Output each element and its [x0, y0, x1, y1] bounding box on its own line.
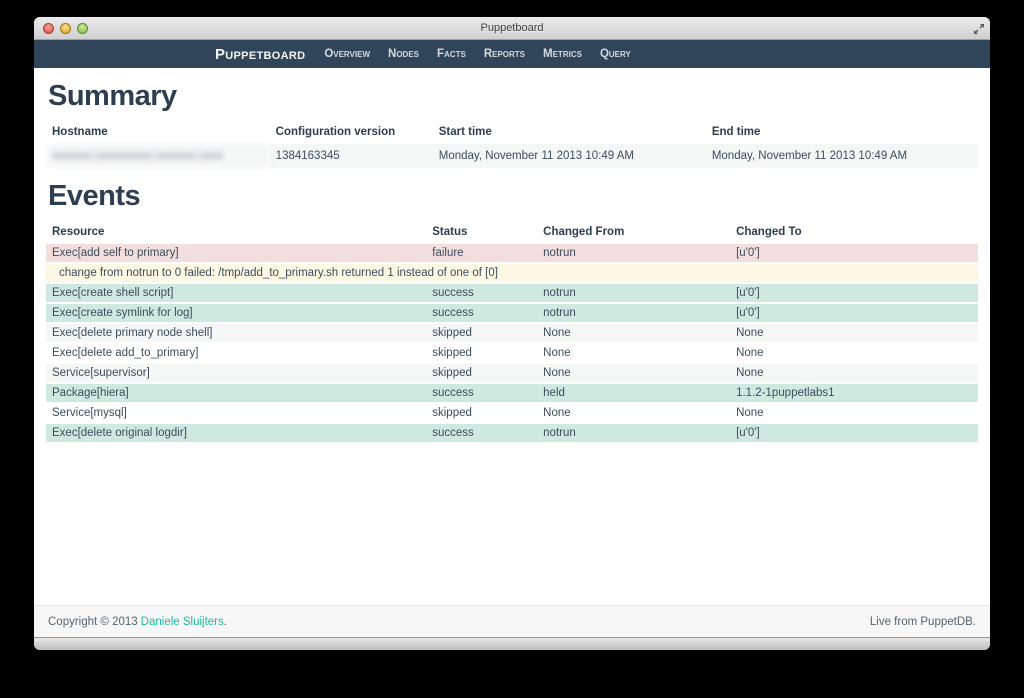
summary-table-body: xxxxxxx.xxxxxxxxxx.xxxxxxx.xxxx 138416334… [46, 142, 978, 168]
table-cell: None [730, 342, 978, 363]
table-cell: notrun [537, 422, 731, 442]
column-header-changed-from: Changed From [537, 222, 731, 244]
close-button[interactable] [43, 23, 54, 34]
table-row: Service[mysql] skipped None None [46, 402, 978, 423]
copyright-text: Copyright © 2013 Daniele Sluijters. [48, 616, 227, 628]
table-cell: [u'0'] [730, 302, 978, 323]
table-cell: held [537, 382, 731, 403]
nav-menu: Overview Nodes Facts Reports Metrics Que… [315, 40, 640, 68]
column-header-changed-to: Changed To [730, 222, 978, 244]
table-cell: skipped [426, 322, 538, 343]
column-header-resource: Resource [46, 222, 427, 244]
table-cell: None [537, 322, 731, 343]
table-cell: Monday, November 11 2013 10:49 AM [432, 142, 706, 168]
nav-item-facts[interactable]: Facts [437, 48, 466, 60]
table-row: Exec[delete original logdir] success notru… [46, 422, 978, 442]
table-row: Exec[add self to primary] failure notrun [u… [46, 242, 978, 263]
table-cell: success [426, 382, 538, 403]
table-cell: [u'0'] [730, 282, 978, 303]
traffic-lights [43, 23, 88, 34]
table-cell: Exec[delete primary node shell] [46, 322, 427, 343]
table-cell: skipped [426, 362, 538, 383]
table-row: Package[hiera] success held 1.1.2-1puppetla… [46, 382, 978, 403]
table-cell: Exec[add self to primary] [46, 242, 427, 263]
table-cell: None [730, 322, 978, 343]
table-row: Exec[create shell script] success notrun [u… [46, 282, 978, 303]
table-cell: 1.1.2-1puppetlabs1 [730, 382, 978, 403]
navbar: Puppetboard Overview Nodes Facts Reports… [34, 40, 990, 68]
table-cell: skipped [426, 342, 538, 363]
footer: Copyright © 2013 Daniele Sluijters. Live … [34, 605, 990, 637]
summary-header-row: Hostname Configuration version Start tim… [46, 122, 978, 144]
window-bottom-chrome [34, 637, 990, 650]
table-cell: change from notrun to 0 failed: /tmp/add… [46, 262, 978, 283]
table-cell: None [730, 362, 978, 383]
copyright-prefix: Copyright © 2013 [48, 615, 138, 628]
author-link[interactable]: Daniele Sluijters [140, 615, 224, 628]
table-cell: [u'0'] [730, 242, 978, 263]
table-cell: None [537, 342, 731, 363]
column-header-config-version: Configuration version [269, 122, 433, 144]
column-header-hostname: Hostname [46, 122, 270, 144]
column-header-start-time: Start time [432, 122, 706, 144]
table-row: Exec[delete primary node shell] skipped No… [46, 322, 978, 343]
nav-item-query[interactable]: Query [599, 48, 631, 60]
nav-item-nodes[interactable]: Nodes [388, 48, 419, 60]
nav-item-overview[interactable]: Overview [324, 48, 371, 60]
minimize-button[interactable] [60, 23, 71, 34]
table-row: Service[supervisor] skipped None None [46, 362, 978, 383]
summary-heading: Summary [48, 80, 177, 112]
table-cell: 1384163345 [269, 142, 433, 168]
table-cell: None [537, 402, 731, 423]
table-row: change from notrun to 0 failed: /tmp/add… [46, 262, 978, 283]
app-window: Puppetboard Puppetboard Overview Nodes F… [34, 17, 990, 650]
table-cell: Service[mysql] [46, 402, 427, 423]
table-cell: notrun [537, 282, 731, 303]
table-cell: Package[hiera] [46, 382, 427, 403]
table-cell: success [426, 282, 538, 303]
table-cell: Exec[delete original logdir] [46, 422, 427, 442]
window-title: Puppetboard [480, 22, 544, 34]
table-cell: [u'0'] [730, 422, 978, 442]
zoom-button[interactable] [77, 23, 88, 34]
page-content: Summary Hostname Configuration version S… [34, 68, 990, 605]
copyright-suffix: . [223, 615, 227, 628]
table-cell: notrun [537, 302, 731, 323]
brand-link[interactable]: Puppetboard [215, 45, 306, 63]
table-cell: notrun [537, 242, 731, 263]
window-titlebar[interactable]: Puppetboard [34, 17, 990, 40]
nav-item-metrics[interactable]: Metrics [543, 48, 582, 60]
column-header-end-time: End time [705, 122, 978, 144]
table-cell: Service[supervisor] [46, 362, 427, 383]
table-cell: Monday, November 11 2013 10:49 AM [705, 142, 978, 168]
table-cell: Exec[create shell script] [46, 282, 427, 303]
column-header-status: Status [426, 222, 538, 244]
events-header-row: Resource Status Changed From Changed To [46, 222, 978, 244]
events-table: Resource Status Changed From Changed To … [46, 222, 978, 442]
events-table-body: Exec[add self to primary] failure notrun [u… [46, 242, 978, 442]
table-cell: failure [426, 242, 538, 263]
table-cell: Exec[create symlink for log] [46, 302, 427, 323]
events-heading: Events [48, 180, 141, 212]
table-cell: xxxxxxx.xxxxxxxxxx.xxxxxxx.xxxx [46, 142, 270, 168]
table-cell: success [426, 302, 538, 323]
fullscreen-icon[interactable] [973, 22, 985, 34]
table-cell: None [730, 402, 978, 423]
table-cell: success [426, 422, 538, 442]
nav-item-reports[interactable]: Reports [483, 48, 526, 60]
table-cell: Exec[delete add_to_primary] [46, 342, 427, 363]
table-row: Exec[delete add_to_primary] skipped None No… [46, 342, 978, 363]
puppetdb-status-text: Live from PuppetDB. [869, 615, 976, 628]
table-row: Exec[create symlink for log] success notru… [46, 302, 978, 323]
table-cell: None [537, 362, 731, 383]
table-cell: skipped [426, 402, 538, 423]
table-row: xxxxxxx.xxxxxxxxxx.xxxxxxx.xxxx 138416334… [46, 142, 978, 168]
summary-table: Hostname Configuration version Start tim… [46, 122, 978, 168]
